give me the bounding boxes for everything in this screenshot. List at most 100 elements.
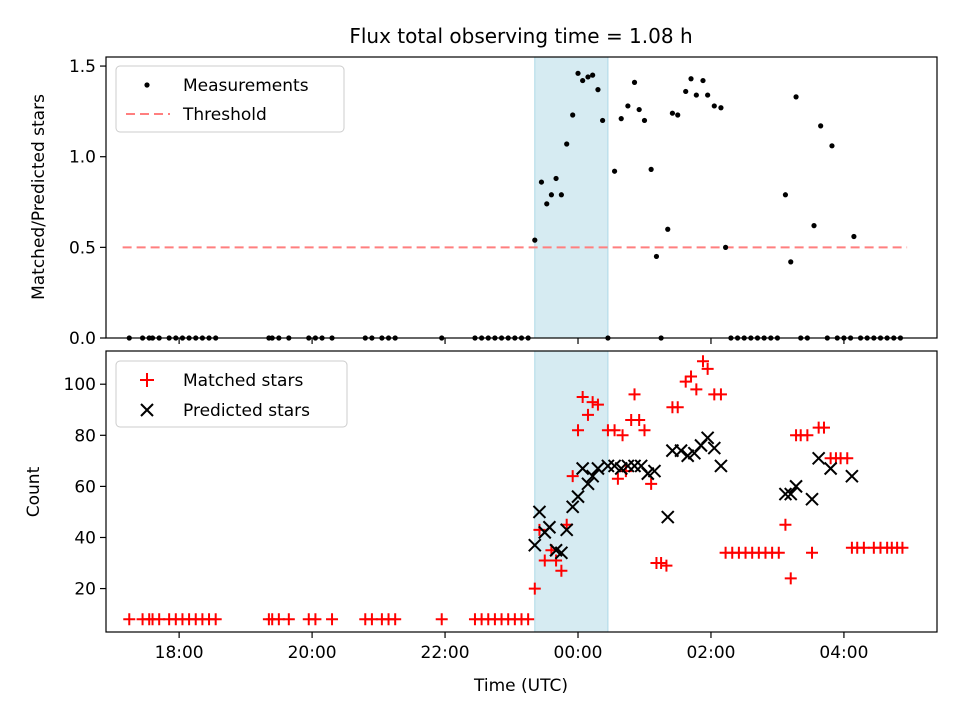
- figure-title: Flux total observing time = 1.08 h: [349, 24, 692, 48]
- top-shaded-span: [534, 56, 609, 339]
- top-plot-frame: [105, 56, 938, 339]
- measurement-point: [570, 112, 576, 118]
- legend-predicted-marker: [140, 403, 154, 417]
- predicted-star-point: [571, 489, 585, 504]
- predicted-star-point: [845, 469, 859, 483]
- matched-star-point: [896, 541, 909, 554]
- measurement-point: [700, 77, 706, 84]
- predicted-star-point: [532, 505, 547, 519]
- y-tick-label: 80: [74, 426, 96, 446]
- measurement-point: [693, 92, 699, 98]
- matched-star-point: [282, 613, 295, 626]
- predicted-star-point: [585, 469, 600, 483]
- matched-star-point: [538, 554, 551, 567]
- measurement-point: [669, 110, 676, 116]
- predicted-star-point: [528, 538, 542, 552]
- x-tick-label: 00:00: [554, 643, 603, 663]
- x-tick-label: 20:00: [288, 643, 337, 663]
- matched-star-point: [714, 388, 727, 401]
- predicted-star-point: [542, 520, 557, 534]
- measurement-point: [631, 79, 638, 85]
- matched-star-point: [679, 375, 692, 388]
- measurement-point: [722, 244, 729, 250]
- matched-star-point: [801, 429, 814, 442]
- bottom-y-axis-label: Count: [24, 466, 44, 517]
- matched-star-point: [817, 421, 830, 434]
- measurement-point: [544, 201, 550, 207]
- matched-star-point: [608, 424, 621, 437]
- predicted-star-point: [661, 510, 675, 524]
- matched-star-point: [696, 355, 709, 368]
- matched-star-point: [772, 546, 785, 559]
- bottom-shaded-span: [534, 350, 609, 633]
- predicted-star-point: [714, 459, 728, 473]
- top-y-axis-label: Matched/Predicted stars: [29, 94, 49, 300]
- matched-star-point: [586, 396, 599, 409]
- matched-star-point: [784, 572, 797, 585]
- matched-star-point: [309, 613, 322, 626]
- measurements-points: [126, 70, 904, 341]
- top-x-ticks: [178, 338, 845, 344]
- bottom-y-ticks: 20 40 60 80 100: [64, 375, 106, 600]
- y-tick-label: 40: [74, 528, 96, 548]
- matched-star-point: [572, 424, 585, 437]
- bottom-legend: Matched stars Predicted stars: [115, 360, 348, 428]
- predicted-star-point: [707, 441, 721, 455]
- measurement-point: [653, 253, 660, 260]
- predicted-star-point: [575, 461, 590, 476]
- y-tick-label: 100: [64, 375, 96, 395]
- measurement-point: [553, 175, 559, 182]
- measurement-point: [788, 259, 794, 265]
- measurement-point: [575, 70, 581, 76]
- measurement-point: [829, 143, 835, 149]
- predicted-star-point: [778, 487, 793, 501]
- measurement-point: [711, 103, 717, 109]
- measurement-point: [793, 94, 799, 100]
- bottom-panel: 20 40 60 80 100 18:00 20:00 22:00 00:00 02:00 04:…: [24, 350, 938, 696]
- matched-star-point: [591, 398, 604, 411]
- measurement-point: [595, 87, 601, 93]
- measurement-point: [585, 74, 591, 80]
- measurement-point: [782, 192, 789, 198]
- measurement-point: [648, 166, 654, 172]
- y-tick-label: 0.5: [69, 238, 96, 258]
- matched-star-point: [123, 613, 136, 626]
- matched-star-point: [655, 557, 668, 570]
- matched-star-point: [209, 613, 222, 626]
- matched-star-point: [528, 582, 541, 595]
- matched-star-point: [566, 470, 579, 483]
- x-tick-label: 22:00: [421, 643, 470, 663]
- matched-star-point: [581, 408, 594, 421]
- matched-star-point: [841, 452, 854, 465]
- top-panel: 0.0 0.5 1.0 1.5 Matched/Predicted stars Mea…: [29, 56, 938, 349]
- measurement-point: [600, 117, 606, 124]
- measurement-point: [665, 226, 671, 232]
- measurement-point: [683, 88, 689, 95]
- measurement-point: [532, 237, 538, 243]
- matched-star-point: [645, 477, 658, 490]
- measurement-point: [818, 123, 824, 129]
- measurement-point: [641, 117, 648, 124]
- matched-star-point: [779, 518, 792, 531]
- matched-star-point: [638, 424, 651, 437]
- measurement-point: [558, 192, 564, 198]
- measurement-point: [851, 233, 857, 240]
- predicted-star-point: [805, 492, 819, 506]
- x-tick-label: 18:00: [155, 643, 204, 663]
- matched-star-point: [555, 564, 568, 577]
- measurement-point: [548, 192, 555, 198]
- matched-star-point: [389, 613, 402, 626]
- predicted-star-point: [823, 461, 838, 476]
- matched-star-point: [671, 401, 684, 414]
- legend-matched-label: Matched stars: [183, 371, 303, 391]
- measurement-point: [538, 179, 545, 185]
- matched-star-point: [690, 383, 703, 396]
- matched-star-point: [326, 613, 339, 626]
- x-axis-label: Time (UTC): [473, 676, 568, 696]
- matched-star-point: [611, 472, 624, 485]
- matched-star-point: [701, 362, 714, 375]
- legend-threshold-label: Threshold: [182, 105, 267, 125]
- measurement-point: [636, 106, 642, 113]
- y-tick-label: 1.0: [69, 148, 96, 168]
- predicted-star-point: [559, 523, 574, 537]
